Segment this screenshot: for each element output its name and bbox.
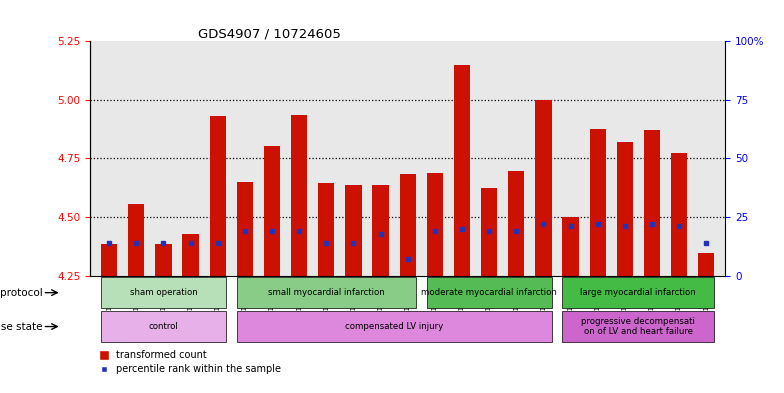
Bar [562,217,579,276]
Bar [101,244,118,276]
Bar [345,185,361,276]
Legend: transformed count, percentile rank within the sample: transformed count, percentile rank withi… [95,346,285,378]
Text: control: control [148,322,178,331]
Bar [454,65,470,276]
Bar [372,185,389,276]
Bar [481,188,497,276]
Bar [264,145,280,276]
Bar [400,174,416,276]
Bar [291,115,307,276]
Text: large myocardial infarction: large myocardial infarction [580,288,696,297]
Bar [535,100,551,276]
Text: disease state: disease state [0,321,42,332]
Bar [426,173,443,276]
Bar [617,142,633,276]
Bar [562,277,714,308]
Text: moderate myocardial infarction: moderate myocardial infarction [421,288,557,297]
Text: small myocardial infarction: small myocardial infarction [268,288,385,297]
Bar [101,277,226,308]
Bar [155,244,172,276]
Bar [590,129,606,276]
Bar [183,233,198,276]
Text: GDS4907 / 10724605: GDS4907 / 10724605 [198,27,341,40]
Text: progressive decompensati
on of LV and heart failure: progressive decompensati on of LV and he… [582,317,695,336]
Bar [237,277,416,308]
Bar [426,277,551,308]
Text: sham operation: sham operation [129,288,198,297]
Text: compensated LV injury: compensated LV injury [345,322,443,331]
Bar [318,183,335,276]
Bar [644,130,660,276]
Bar [237,311,551,342]
Text: protocol: protocol [0,288,42,298]
Bar [671,152,688,276]
Bar [508,171,524,276]
Bar [101,311,226,342]
Bar [562,311,714,342]
Bar [698,253,714,276]
Bar [237,182,253,276]
Bar [128,204,144,276]
Bar [209,116,226,276]
